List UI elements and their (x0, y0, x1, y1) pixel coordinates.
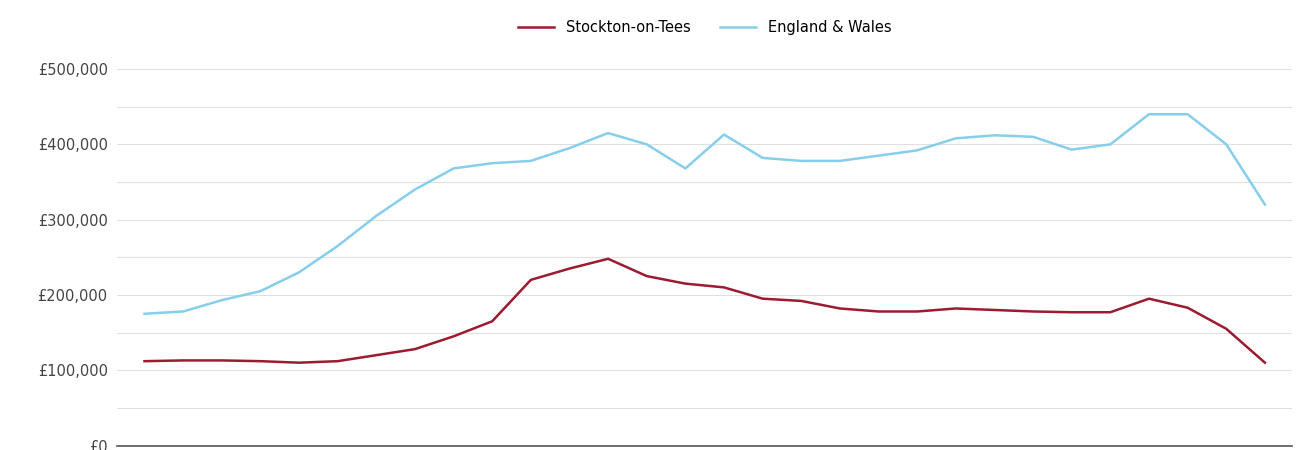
Stockton-on-Tees (600, 256, 616, 261)
Stockton-on-Tees (446, 333, 462, 339)
Stockton-on-Tees (137, 359, 153, 364)
England & Wales (910, 148, 925, 153)
England & Wales (1219, 142, 1235, 147)
Stockton-on-Tees (793, 298, 809, 304)
England & Wales (1180, 112, 1195, 117)
Stockton-on-Tees (754, 296, 770, 302)
Stockton-on-Tees (1064, 310, 1079, 315)
England & Wales (716, 132, 732, 137)
England & Wales (870, 153, 886, 158)
Stockton-on-Tees (368, 352, 384, 358)
Stockton-on-Tees (330, 359, 346, 364)
Line: England & Wales: England & Wales (145, 114, 1265, 314)
Stockton-on-Tees (910, 309, 925, 314)
England & Wales (987, 133, 1002, 138)
Stockton-on-Tees (639, 274, 655, 279)
England & Wales (947, 135, 963, 141)
England & Wales (600, 130, 616, 136)
Stockton-on-Tees (833, 306, 848, 311)
England & Wales (407, 187, 423, 192)
England & Wales (330, 243, 346, 249)
England & Wales (1064, 147, 1079, 152)
Stockton-on-Tees (870, 309, 886, 314)
Stockton-on-Tees (677, 281, 693, 286)
Stockton-on-Tees (407, 346, 423, 352)
England & Wales (137, 311, 153, 316)
England & Wales (175, 309, 191, 314)
England & Wales (639, 142, 655, 147)
England & Wales (1257, 202, 1272, 207)
Line: Stockton-on-Tees: Stockton-on-Tees (145, 259, 1265, 363)
England & Wales (1026, 134, 1041, 140)
England & Wales (291, 270, 307, 275)
Stockton-on-Tees (1257, 360, 1272, 365)
England & Wales (446, 166, 462, 171)
Stockton-on-Tees (987, 307, 1002, 313)
England & Wales (754, 155, 770, 161)
Stockton-on-Tees (1026, 309, 1041, 314)
Stockton-on-Tees (1219, 326, 1235, 332)
Stockton-on-Tees (523, 277, 539, 283)
Stockton-on-Tees (1103, 310, 1118, 315)
Stockton-on-Tees (484, 319, 500, 324)
England & Wales (561, 145, 577, 151)
Stockton-on-Tees (716, 285, 732, 290)
England & Wales (1103, 142, 1118, 147)
England & Wales (1141, 112, 1156, 117)
Legend: Stockton-on-Tees, England & Wales: Stockton-on-Tees, England & Wales (512, 14, 898, 41)
England & Wales (368, 213, 384, 219)
Stockton-on-Tees (1141, 296, 1156, 302)
England & Wales (793, 158, 809, 164)
Stockton-on-Tees (253, 359, 269, 364)
England & Wales (214, 297, 230, 303)
England & Wales (484, 161, 500, 166)
England & Wales (833, 158, 848, 164)
Stockton-on-Tees (214, 358, 230, 363)
England & Wales (523, 158, 539, 164)
Stockton-on-Tees (1180, 305, 1195, 310)
Stockton-on-Tees (947, 306, 963, 311)
Stockton-on-Tees (561, 266, 577, 271)
England & Wales (253, 288, 269, 294)
Stockton-on-Tees (291, 360, 307, 365)
England & Wales (677, 166, 693, 171)
Stockton-on-Tees (175, 358, 191, 363)
